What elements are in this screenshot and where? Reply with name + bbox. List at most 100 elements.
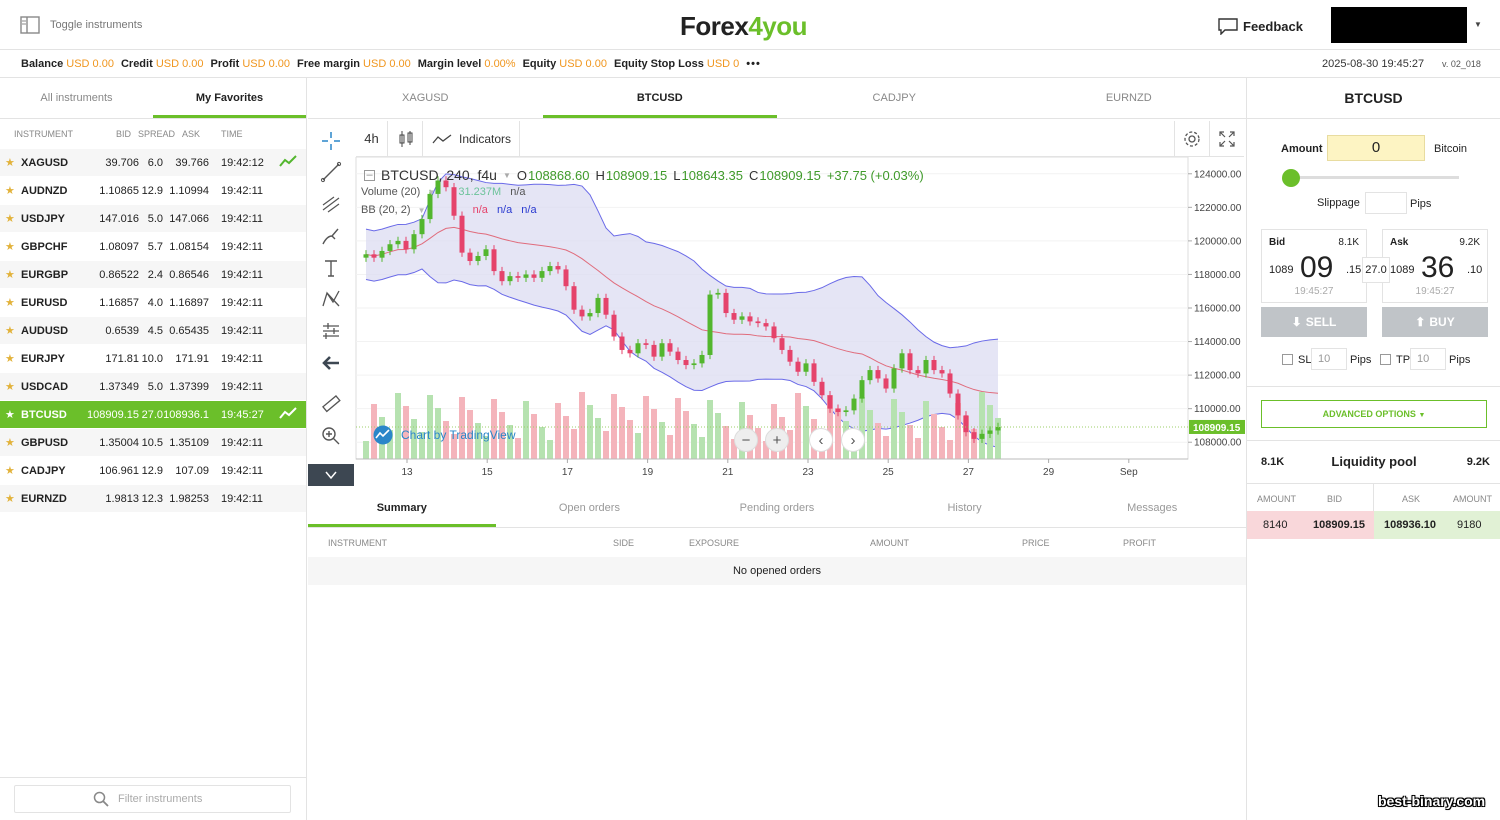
- x-tick-label: 23: [802, 467, 814, 478]
- favorite-star-icon[interactable]: ★: [5, 269, 15, 281]
- favorite-star-icon[interactable]: ★: [5, 437, 15, 449]
- toggle-instruments-button[interactable]: Toggle instruments: [20, 16, 142, 34]
- favorite-star-icon[interactable]: ★: [5, 381, 15, 393]
- candles-icon[interactable]: [389, 121, 423, 157]
- sell-button[interactable]: ⬇ SELL: [1261, 307, 1367, 337]
- tab-open-orders[interactable]: Open orders: [558, 502, 620, 514]
- instrument-row[interactable]: ★ USDJPY 147.016 5.0 147.066 19:42:11: [0, 205, 306, 233]
- favorite-star-icon[interactable]: ★: [5, 353, 15, 365]
- amount-input[interactable]: 0: [1327, 135, 1425, 161]
- tab-xagusd[interactable]: XAGUSD: [402, 92, 449, 104]
- tab-eurnzd[interactable]: EURNZD: [1105, 92, 1152, 104]
- text-tool-icon[interactable]: [319, 256, 343, 280]
- advanced-options-button[interactable]: ADVANCED OPTIONS ▼: [1261, 400, 1487, 428]
- fullscreen-icon[interactable]: [1209, 121, 1243, 157]
- pattern-tool-icon[interactable]: [319, 287, 343, 311]
- volume-bar: [715, 413, 721, 459]
- lp-bid-amount: 8140: [1263, 519, 1288, 531]
- favorite-star-icon[interactable]: ★: [5, 297, 15, 309]
- candle-body: [859, 380, 865, 399]
- caret-down-icon[interactable]: ▼: [1474, 20, 1482, 29]
- instrument-row[interactable]: ★ CADJPY 106.961 12.9 107.09 19:42:11: [0, 457, 306, 485]
- volume-label: Volume (20): [361, 186, 421, 198]
- col-price: PRICE: [1022, 538, 1050, 548]
- col-ask-amount: AMOUNT: [1453, 494, 1492, 504]
- favorite-star-icon[interactable]: ★: [5, 157, 15, 169]
- liquidity-row: 8140 108909.15 108936.10 9180: [1247, 511, 1500, 539]
- favorite-star-icon[interactable]: ★: [5, 493, 15, 505]
- favorite-star-icon[interactable]: ★: [5, 185, 15, 197]
- zoom-in-icon[interactable]: [319, 424, 343, 448]
- tab-history[interactable]: History: [947, 502, 982, 514]
- favorite-star-icon[interactable]: ★: [5, 241, 15, 253]
- fib-tool-icon[interactable]: [319, 192, 343, 216]
- candle-body: [867, 370, 873, 381]
- candle-body: [419, 219, 425, 235]
- account-menu[interactable]: [1331, 7, 1467, 43]
- tab-summary[interactable]: Summary: [308, 488, 496, 527]
- instrument-row[interactable]: ★ AUDUSD 0.6539 4.5 0.65435 19:42:11: [0, 317, 306, 345]
- gear-icon[interactable]: [1174, 121, 1208, 157]
- tab-all-instruments[interactable]: All instruments: [40, 92, 113, 104]
- instrument-row[interactable]: ★ USDCAD 1.37349 5.0 1.37399 19:42:11: [0, 373, 306, 401]
- instrument-row[interactable]: ★ GBPUSD 1.35004 10.5 1.35109 19:42:11: [0, 429, 306, 457]
- price-chart[interactable]: 124000.00 122000.00 120000.00 118000.00 1160…: [354, 157, 1246, 487]
- prediction-tool-icon[interactable]: [319, 319, 343, 343]
- filter-instruments-input[interactable]: Filter instruments: [14, 785, 291, 813]
- zoom-in-button[interactable]: +: [765, 428, 789, 452]
- instrument-name: USDJPY: [21, 213, 66, 225]
- take-profit-checkbox[interactable]: [1380, 354, 1391, 365]
- x-tick-label: 21: [722, 467, 734, 478]
- instrument-row[interactable]: ★ EURGBP 0.86522 2.4 0.86546 19:42:11: [0, 261, 306, 289]
- candle-body: [579, 309, 585, 317]
- indicators-button[interactable]: Indicators: [424, 121, 520, 157]
- favorite-star-icon[interactable]: ★: [5, 465, 15, 477]
- tab-my-favorites[interactable]: My Favorites: [153, 78, 306, 118]
- bid-suffix: .15: [1346, 264, 1362, 276]
- instrument-row[interactable]: ★ EURJPY 171.81 10.0 171.91 19:42:11: [0, 345, 306, 373]
- lp-ask-price: 108936.10: [1384, 519, 1436, 531]
- buy-button[interactable]: ⬆ BUY: [1382, 307, 1488, 337]
- scroll-left-button[interactable]: ‹: [809, 428, 833, 452]
- amount-slider-handle[interactable]: [1282, 169, 1300, 187]
- instrument-row[interactable]: ★ EURUSD 1.16857 4.0 1.16897 19:42:11: [0, 289, 306, 317]
- trend-line-icon[interactable]: [319, 160, 343, 184]
- instrument-name: BTCUSD: [21, 409, 67, 421]
- back-arrow-icon[interactable]: [319, 351, 343, 375]
- status-value: USD 0.00: [66, 57, 114, 70]
- tab-btcusd[interactable]: BTCUSD: [542, 78, 777, 118]
- instrument-row[interactable]: ★ XAGUSD 39.706 6.0 39.766 19:42:12: [0, 149, 306, 177]
- ruler-icon[interactable]: [319, 392, 343, 416]
- instrument-row[interactable]: ★ EURNZD 1.9813 12.3 1.98253 19:42:11: [0, 485, 306, 513]
- instrument-row[interactable]: ★ GBPCHF 1.08097 5.7 1.08154 19:42:11: [0, 233, 306, 261]
- stop-loss-input[interactable]: 10: [1311, 348, 1347, 370]
- amount-unit: Bitcoin: [1434, 143, 1468, 155]
- slippage-input[interactable]: [1365, 192, 1407, 214]
- feedback-button[interactable]: Feedback: [1217, 17, 1303, 35]
- volume-bar: [691, 424, 697, 459]
- tab-messages[interactable]: Messages: [1127, 502, 1178, 514]
- instrument-row[interactable]: ★ AUDNZD 1.10865 12.9 1.10994 19:42:11: [0, 177, 306, 205]
- collapse-legend-icon[interactable]: –: [364, 169, 375, 181]
- tab-cadjpy[interactable]: CADJPY: [872, 92, 916, 104]
- more-options-icon[interactable]: •••: [746, 57, 761, 70]
- chart-symbol-caret-icon[interactable]: ▼: [502, 170, 511, 180]
- status-item: Profit USD 0.00: [211, 58, 291, 70]
- favorite-star-icon[interactable]: ★: [5, 325, 15, 337]
- scroll-right-button[interactable]: ›: [841, 428, 865, 452]
- tradingview-attribution[interactable]: Chart by TradingView: [370, 425, 516, 445]
- toolbar-collapse-button[interactable]: [308, 464, 354, 486]
- amount-slider-track[interactable]: [1291, 176, 1459, 179]
- instrument-spread: 10.5: [141, 437, 163, 449]
- crosshair-icon[interactable]: [319, 129, 343, 153]
- tab-pending-orders[interactable]: Pending orders: [739, 502, 815, 514]
- zoom-out-button[interactable]: −: [734, 428, 758, 452]
- stop-loss-checkbox[interactable]: [1282, 354, 1293, 365]
- take-profit-input[interactable]: 10: [1410, 348, 1446, 370]
- instrument-row[interactable]: ★ BTCUSD 108909.15 27.0 108936.1 19:45:27: [0, 401, 306, 429]
- favorite-star-icon[interactable]: ★: [5, 409, 15, 421]
- favorite-star-icon[interactable]: ★: [5, 213, 15, 225]
- candle-body: [915, 370, 921, 374]
- timeframe-selector[interactable]: 4h: [356, 121, 388, 157]
- brush-icon[interactable]: [319, 224, 343, 248]
